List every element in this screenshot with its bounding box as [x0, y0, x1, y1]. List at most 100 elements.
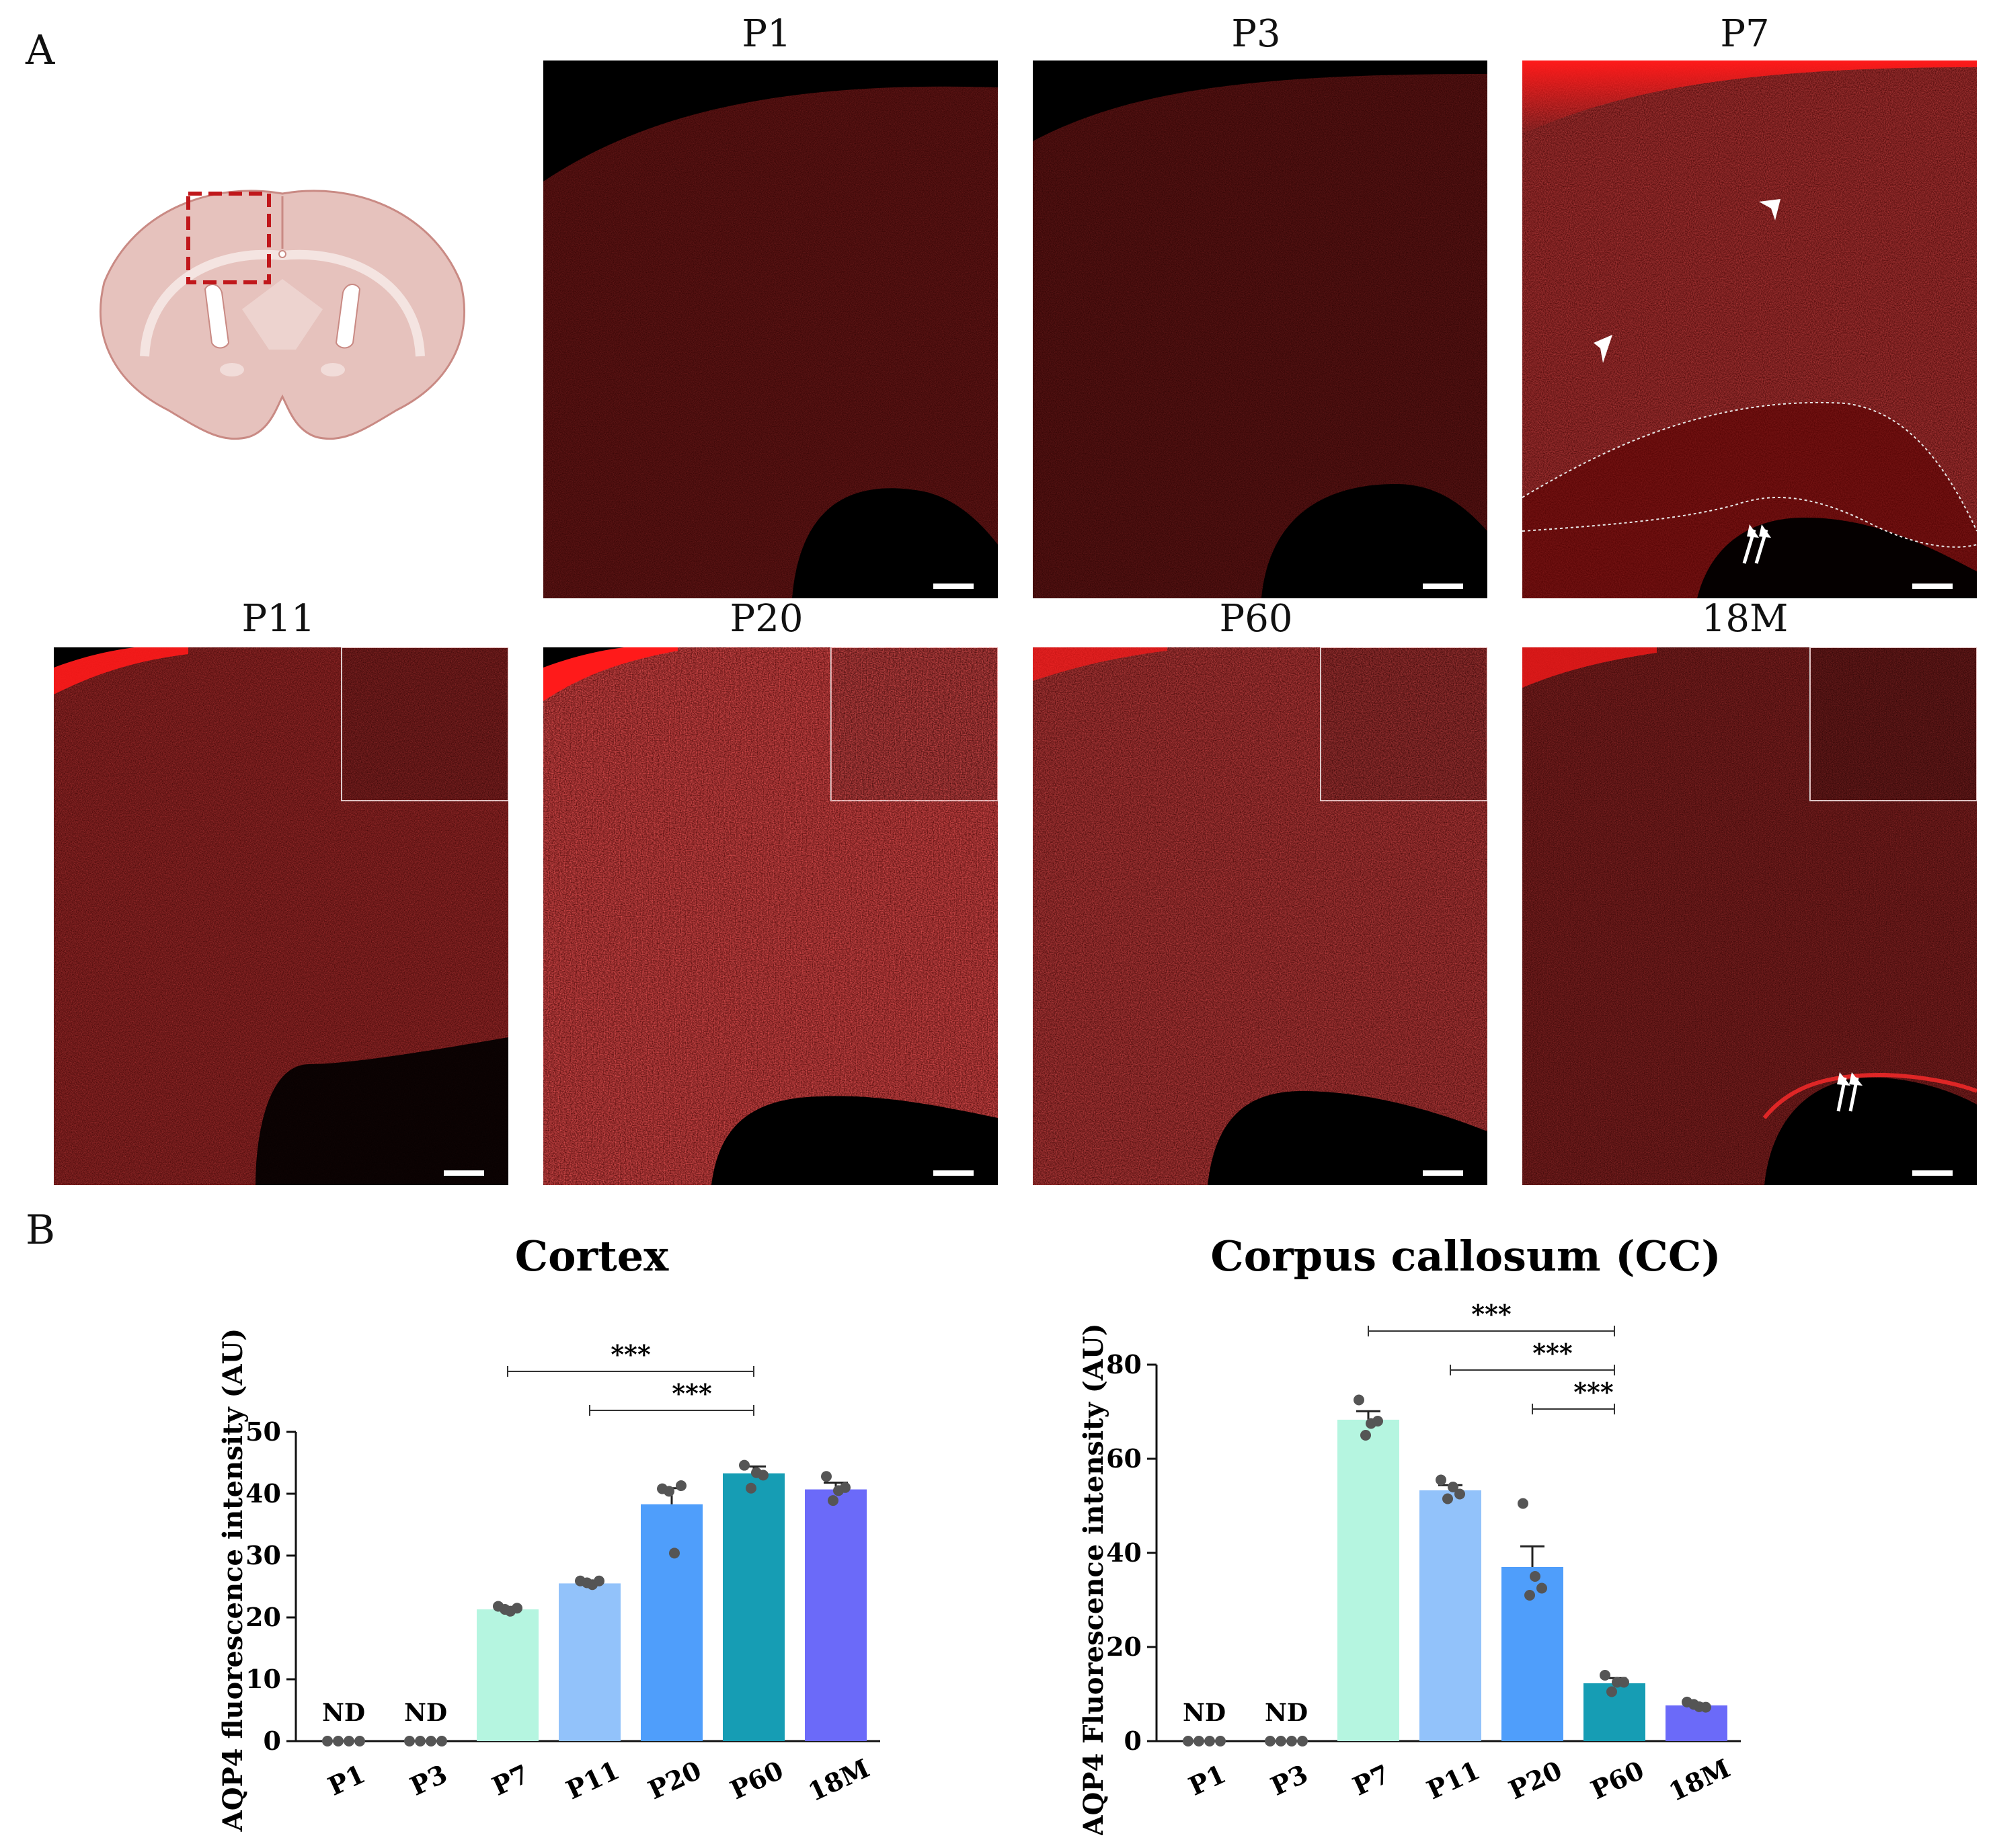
data-point	[354, 1736, 365, 1746]
data-point	[758, 1470, 769, 1481]
nd-label: ND	[1265, 1699, 1308, 1727]
data-point	[676, 1480, 687, 1492]
micrograph-p1	[543, 61, 998, 598]
significance-label: ***	[1471, 1299, 1512, 1329]
micrograph-title-p3: P3	[1231, 12, 1281, 56]
micrograph-p3	[1033, 61, 1487, 598]
bar	[723, 1473, 785, 1741]
x-tick-label: P11	[1422, 1755, 1485, 1805]
micrograph-title-p1: P1	[742, 12, 791, 56]
data-point	[821, 1471, 832, 1482]
x-tick-label: P60	[1586, 1755, 1649, 1805]
y-tick-label: 10	[245, 1664, 281, 1694]
significance-label: ***	[611, 1339, 651, 1369]
data-point	[1183, 1736, 1193, 1746]
x-tick-label: P11	[561, 1755, 624, 1805]
micrograph-p60	[1033, 647, 1487, 1185]
data-point	[1454, 1488, 1465, 1500]
nd-label: ND	[1183, 1699, 1226, 1727]
bar	[559, 1583, 621, 1741]
x-tick-label: 18M	[1664, 1753, 1735, 1807]
data-point	[1518, 1498, 1528, 1509]
micrograph-title-p7: P7	[1720, 12, 1770, 56]
nd-label: ND	[322, 1699, 365, 1727]
data-point	[828, 1495, 838, 1506]
data-point	[1204, 1736, 1215, 1746]
x-tick-label: P7	[1348, 1759, 1395, 1802]
data-point	[1354, 1394, 1364, 1406]
bar	[1419, 1490, 1481, 1741]
data-point	[1436, 1474, 1446, 1486]
data-point	[1297, 1736, 1308, 1746]
chart-title: Cortex	[515, 1232, 669, 1281]
y-tick-label: 40	[245, 1478, 281, 1509]
bar	[1337, 1419, 1399, 1741]
data-point	[415, 1736, 426, 1746]
data-point	[322, 1736, 333, 1746]
data-point	[1442, 1493, 1453, 1504]
y-tick-label: 60	[1106, 1443, 1142, 1474]
y-tick-label: 0	[264, 1726, 281, 1756]
data-point	[333, 1736, 344, 1746]
data-point	[1536, 1582, 1547, 1594]
micrograph-title-18m: 18M	[1701, 597, 1789, 641]
chart-title: Corpus callosum (CC)	[1210, 1232, 1721, 1281]
data-point	[1618, 1677, 1629, 1688]
data-point	[582, 1577, 592, 1589]
data-point	[500, 1604, 510, 1615]
data-point	[1276, 1736, 1286, 1746]
micrograph-p20	[543, 647, 998, 1185]
x-tick-label: P20	[643, 1755, 706, 1805]
data-point	[1360, 1430, 1371, 1441]
data-point	[1286, 1736, 1297, 1746]
x-tick-label: P1	[323, 1759, 370, 1802]
panel-label-b: B	[26, 1207, 56, 1254]
nd-label: ND	[404, 1699, 447, 1727]
x-tick-label: P60	[726, 1755, 788, 1805]
y-tick-label: 0	[1124, 1726, 1142, 1756]
bar	[805, 1489, 867, 1741]
data-point	[1372, 1416, 1383, 1427]
data-point	[840, 1482, 851, 1493]
y-tick-label: 30	[245, 1540, 281, 1570]
x-tick-label: P1	[1184, 1759, 1230, 1802]
x-tick-label: P3	[405, 1759, 452, 1802]
significance-label: ***	[1573, 1377, 1614, 1407]
cortex-chart: Cortex AQP4 fluorescence intensity (AU) …	[202, 1230, 941, 1835]
data-point	[1448, 1482, 1458, 1492]
data-point	[1193, 1736, 1204, 1746]
micrograph-title-p11: P11	[241, 597, 315, 641]
data-point	[512, 1603, 522, 1614]
y-axis-label: AQP4 fluorescence intensity (AU)	[217, 1328, 249, 1833]
data-point	[1215, 1736, 1226, 1746]
x-tick-label: P7	[487, 1759, 534, 1802]
data-point	[1606, 1686, 1617, 1697]
data-point	[1600, 1670, 1610, 1681]
y-axis-label: AQP4 Fluorescence intensity (AU)	[1078, 1323, 1109, 1835]
data-point	[1265, 1736, 1276, 1746]
data-point	[746, 1482, 756, 1494]
data-point	[1524, 1590, 1535, 1601]
y-tick-label: 40	[1106, 1537, 1142, 1568]
corpus-callosum-chart: Corpus callosum (CC) AQP4 Fluorescence i…	[1062, 1230, 1802, 1835]
micrograph-title-p60: P60	[1219, 597, 1293, 641]
data-point	[1688, 1699, 1699, 1710]
micrograph-p7	[1522, 61, 1977, 598]
x-tick-label: P3	[1266, 1759, 1313, 1802]
plot-area: 0 10 20 30 40 50 ND P1 ND P3 P7 P11 P20 P60 18M *** ***	[245, 1339, 880, 1807]
y-tick-label: 20	[245, 1602, 281, 1632]
bar	[641, 1504, 703, 1741]
micrograph-18m	[1522, 647, 1977, 1185]
bar	[477, 1609, 539, 1741]
x-tick-label: 18M	[804, 1753, 874, 1807]
micrograph-title-p20: P20	[730, 597, 804, 641]
data-point	[664, 1486, 674, 1497]
data-point	[739, 1459, 750, 1471]
micrograph-p11	[54, 647, 508, 1185]
y-tick-label: 80	[1106, 1349, 1142, 1379]
y-tick-label: 20	[1106, 1632, 1142, 1662]
data-point	[426, 1736, 436, 1746]
significance-label: ***	[672, 1378, 712, 1408]
data-point	[669, 1548, 680, 1559]
